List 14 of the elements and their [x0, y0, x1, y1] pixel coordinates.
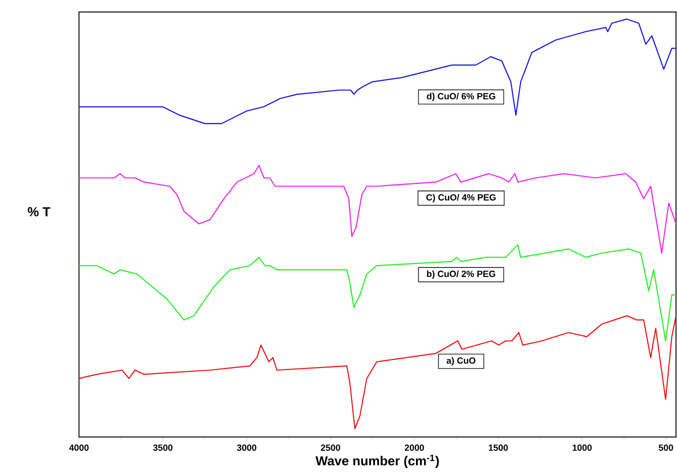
x-tick-label: 1500 [488, 444, 508, 451]
series-label: d) CuO/ 6% PEG [426, 92, 496, 102]
y-axis-title: % T [28, 207, 50, 216]
x-tick-label: 1000 [572, 444, 592, 451]
x-axis-title: Wave number (cm$^{-1}$) [316, 454, 439, 468]
series-label: b) CuO/ 2% PEG [427, 270, 496, 279]
x-tick-label: 2500 [320, 444, 340, 451]
x-tick-label: 4000 [69, 444, 89, 451]
x-tick-label: 3500 [153, 444, 172, 451]
series-label: C) CuO/ 4% PEG [426, 194, 496, 202]
x-tick-label: 500 [658, 444, 674, 451]
x-tick-label: 2000 [404, 444, 424, 451]
series-label: a) CuO [446, 357, 476, 366]
x-tick-label: 3000 [236, 444, 256, 451]
